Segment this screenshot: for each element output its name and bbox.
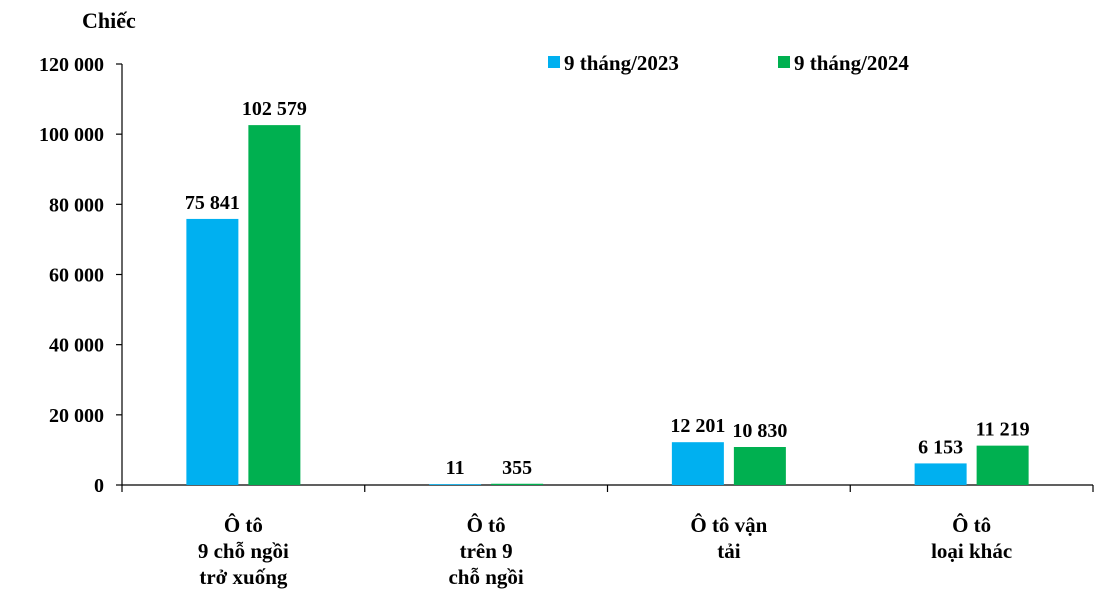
category-label-line: trở xuống — [199, 565, 288, 589]
y-tick-label: 20 000 — [49, 405, 104, 427]
y-axis: 0 20 000 40 000 60 000 80 000 100 000 120 000 — [39, 54, 123, 497]
data-label: 11 — [446, 457, 465, 479]
bar-group — [186, 125, 1029, 485]
data-label: 75 841 — [185, 192, 240, 214]
bar-2023 — [671, 442, 724, 485]
category-label-line: tải — [717, 539, 740, 563]
data-label: 10 830 — [732, 420, 787, 442]
category-label-line: 9 chỗ ngồi — [198, 539, 289, 563]
y-tick-label: 80 000 — [49, 194, 104, 216]
y-tick-label: 60 000 — [49, 265, 104, 287]
data-label: 12 201 — [670, 415, 725, 437]
category-label: Ô tô 9 chỗ ngồi trở xuống — [198, 513, 289, 589]
legend-swatch — [548, 56, 560, 68]
bar-2024 — [248, 125, 301, 485]
category-label-line: Ô tô — [467, 513, 506, 537]
data-labels: 75 841 102 579 11 355 12 201 10 830 6 153 11 21… — [185, 98, 1030, 479]
bar-2024 — [491, 483, 544, 485]
y-axis-unit-label: Chiếc — [82, 8, 136, 33]
bar-2023 — [186, 218, 239, 485]
data-label: 11 219 — [976, 419, 1030, 441]
data-label: 355 — [502, 457, 532, 479]
legend: 9 tháng/2023 9 tháng/2024 — [548, 51, 909, 75]
category-label-line: loại khác — [931, 539, 1012, 563]
data-label: 102 579 — [242, 98, 307, 120]
legend-swatch — [778, 56, 790, 68]
bar-2024 — [976, 445, 1029, 485]
bar-2024 — [733, 447, 786, 485]
legend-label: 9 tháng/2024 — [794, 51, 909, 75]
y-tick-label: 40 000 — [49, 335, 104, 357]
category-label: Ô tô vận tải — [690, 513, 767, 563]
bar-2023 — [429, 484, 482, 485]
category-label-line: chỗ ngồi — [448, 565, 523, 589]
x-axis — [121, 484, 1094, 492]
y-tick-label: 0 — [94, 475, 104, 497]
legend-label: 9 tháng/2023 — [564, 51, 679, 75]
y-tick-label: 120 000 — [39, 54, 104, 76]
category-label: Ô tô loại khác — [931, 513, 1012, 563]
y-tick-label: 100 000 — [39, 124, 104, 146]
category-label: Ô tô trên 9 chỗ ngồi — [448, 513, 523, 589]
bar-2023 — [914, 463, 967, 485]
category-label-line: Ô tô — [952, 513, 991, 537]
data-label: 6 153 — [918, 436, 963, 458]
category-label-line: Ô tô vận — [690, 513, 767, 537]
category-label-line: trên 9 — [460, 539, 513, 563]
category-label-line: Ô tô — [224, 513, 263, 537]
